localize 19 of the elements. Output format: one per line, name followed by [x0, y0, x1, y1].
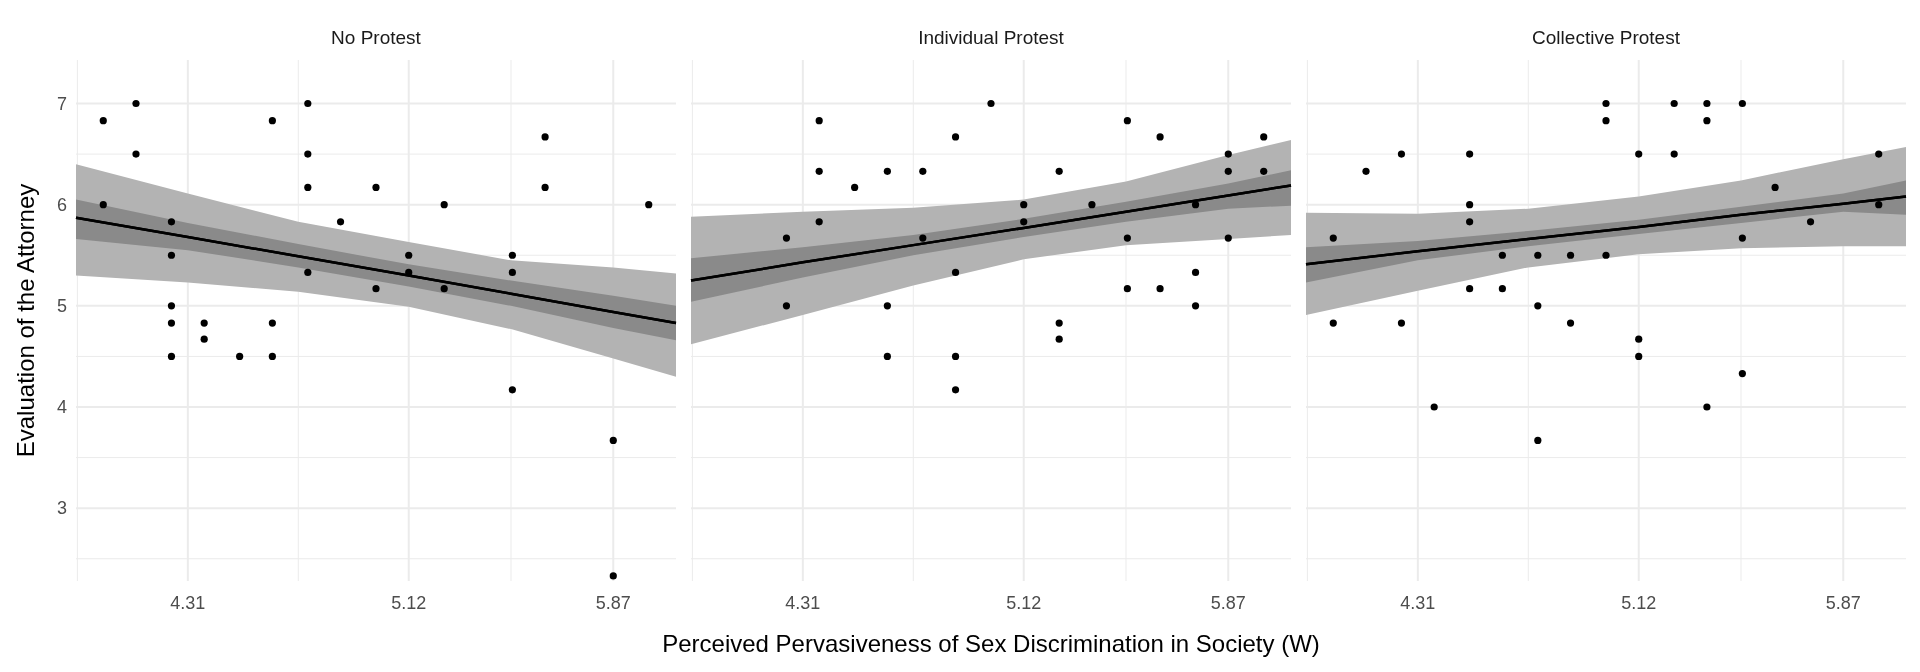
- y-axis-title: Evaluation of the Attorney: [12, 183, 39, 458]
- y-tick-label: 4: [56, 397, 67, 418]
- y-tick-label: 3: [56, 498, 67, 519]
- x-tick-label: 5.87: [595, 593, 631, 613]
- x-tick-label: 5.87: [1210, 593, 1246, 613]
- y-tick-label: 6: [56, 194, 67, 215]
- x-tick-label: 5.12: [391, 593, 427, 613]
- x-tick-label: 4.31: [170, 593, 206, 613]
- chart-title: Collective Protest: [1532, 27, 1681, 48]
- y-tick-label: 5: [56, 296, 67, 317]
- x-tick-label: 4.31: [1400, 593, 1436, 613]
- x-axis-title: Perceived Pervasiveness of Sex Discrimination in Society (W): [662, 630, 1320, 657]
- x-tick-label: 4.31: [785, 593, 821, 613]
- chart-title: No Protest: [331, 27, 422, 48]
- y-tick-label: 7: [56, 93, 67, 114]
- x-tick-label: 5.12: [1621, 593, 1657, 613]
- chart-title: Individual Protest: [918, 27, 1065, 48]
- x-tick-label: 5.87: [1825, 593, 1861, 613]
- x-tick-label: 5.12: [1006, 593, 1042, 613]
